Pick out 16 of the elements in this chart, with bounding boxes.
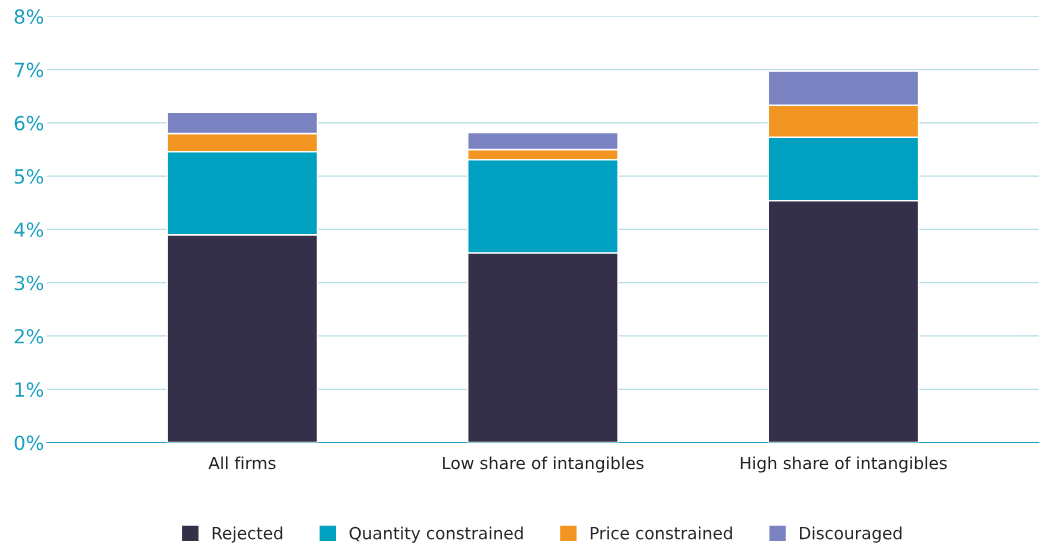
legend-label: Rejected	[212, 526, 283, 543]
y-tick-label: 8%	[14, 9, 44, 24]
legend-label: Price constrained	[590, 526, 732, 540]
legend-label: Quantity constrained	[349, 526, 523, 543]
y-tick-label: 4%	[14, 222, 44, 238]
y-tick-label: 6%	[14, 115, 44, 131]
y-tick-label: 5%	[14, 169, 44, 184]
legend-label: Discouraged	[800, 526, 902, 543]
x-tick-label: High share of intangibles	[740, 456, 947, 473]
y-tick-label: 7%	[14, 62, 44, 78]
x-tick-label: All firms	[208, 456, 276, 470]
x-tick-label: Low share of intangibles	[443, 456, 644, 473]
y-tick-label: 2%	[14, 328, 44, 344]
y-tick-label: 0%	[14, 435, 44, 451]
y-tick-label: 3%	[14, 275, 44, 291]
y-tick-label: 1%	[15, 382, 44, 397]
